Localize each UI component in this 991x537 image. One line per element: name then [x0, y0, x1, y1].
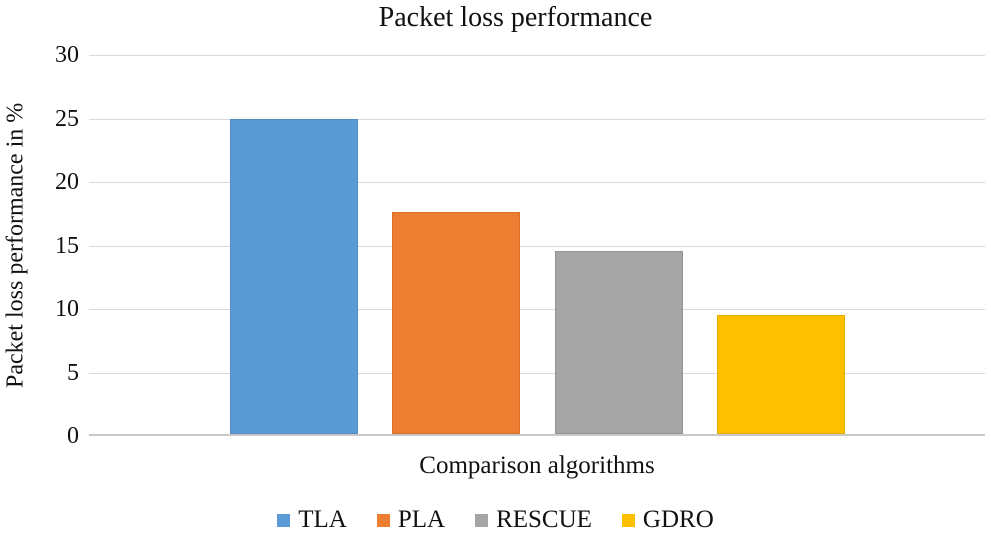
bar-gdro [717, 315, 845, 434]
y-tick-label-5: 5 [67, 359, 79, 386]
legend-label-gdro: GDRO [642, 506, 714, 533]
y-tick-label-15: 15 [55, 232, 79, 259]
y-tick-label-25: 25 [55, 105, 79, 132]
legend-swatch-gdro [621, 513, 635, 527]
plot-area [89, 55, 985, 436]
legend-swatch-tla [277, 513, 291, 527]
chart-title: Packet loss performance [378, 2, 653, 33]
legend-swatch-pla [376, 513, 390, 527]
gridline-y-10 [89, 309, 985, 310]
gridline-y-25 [89, 118, 985, 120]
y-tick-label-0: 0 [67, 423, 79, 449]
gridline-y-5 [89, 372, 985, 374]
legend-swatch-rescue [475, 513, 489, 527]
legend-label-rescue: RESCUE [496, 506, 592, 533]
legend-item-rescue: RESCUE [475, 506, 592, 534]
bar-tla [230, 119, 358, 434]
gridline-y-20 [89, 182, 985, 183]
x-axis-title: Comparison algorithms [419, 452, 655, 479]
x-axis-line [89, 434, 985, 436]
gridline-y-15 [89, 245, 985, 247]
y-tick-label-30: 30 [55, 42, 79, 68]
y-tick-label-10: 10 [55, 296, 79, 322]
bar-pla [392, 212, 520, 434]
legend-label-pla: PLA [397, 506, 446, 533]
legend: TLA PLA RESCUE GDRO [0, 506, 991, 534]
legend-item-tla: TLA [277, 506, 347, 534]
legend-item-gdro: GDRO [621, 506, 714, 534]
legend-item-pla: PLA [376, 506, 446, 534]
y-tick-label-20: 20 [55, 169, 79, 195]
legend-label-tla: TLA [298, 506, 347, 533]
gridline-y-30 [89, 55, 985, 56]
bar-rescue [555, 251, 683, 434]
